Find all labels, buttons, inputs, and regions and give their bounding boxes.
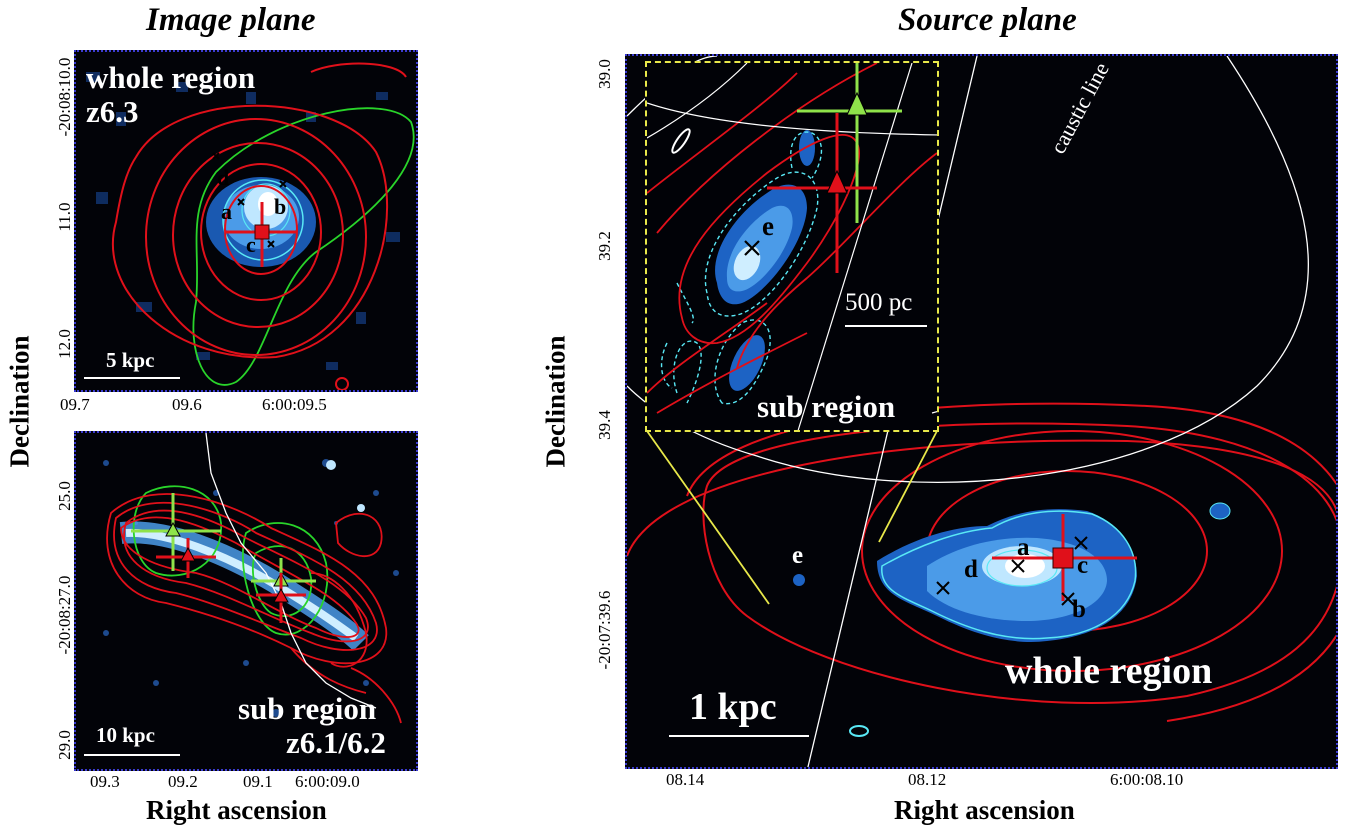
bl-xtick-3: 6:00:09.0 [295, 772, 360, 791]
panel-source-plane: caustic line whole region 1 kpc e a c b … [625, 54, 1338, 769]
scale-bar-label: 10 kpc [96, 723, 155, 747]
red-square-marker [254, 224, 270, 240]
tl-xtick-2: 6:00:09.5 [262, 395, 327, 414]
source-plane-title: Source plane [898, 2, 1077, 38]
whole-region-image-plot [84, 62, 415, 390]
tl-ytick-2: 12.0 [55, 329, 74, 359]
r-ytick-1: 39.2 [595, 231, 614, 261]
knot-label-b: b [274, 194, 287, 219]
knot-label-c: c [246, 232, 256, 257]
inset-knot-label-e: e [762, 211, 774, 241]
red-square-marker [1052, 547, 1074, 569]
bl-xtick-1: 09.2 [168, 772, 198, 791]
tl-ytick-1: 11.0 [55, 202, 74, 232]
r-xtick-0: 08.14 [666, 770, 705, 789]
sub-redshift-label: z6.1/6.2 [286, 725, 386, 760]
tl-ytick-0: -20:08:10.0 [55, 57, 74, 137]
knot-label-c: c [1077, 552, 1089, 579]
inset-sub-region-label: sub region [757, 389, 896, 424]
sub-region-inset: e 500 pc sub region [645, 61, 939, 432]
whole-region-label: whole region [1005, 650, 1213, 692]
knot-label-d: d [217, 165, 230, 190]
bl-ytick-2: 29.0 [55, 730, 74, 760]
redshift-label: z6.3 [86, 94, 139, 129]
sub-region-image-plot [84, 433, 402, 756]
whole-region-label: whole region [86, 60, 256, 95]
knot-label-a: a [1017, 534, 1030, 561]
bl-ytick-0: 25.0 [55, 481, 74, 511]
r-xtick-1: 08.12 [908, 770, 947, 789]
knot-label-b: b [1072, 596, 1086, 623]
knot-label-e: e [792, 542, 804, 569]
r-ytick-3: -20:07:39.6 [595, 590, 614, 670]
right-right-ascension-label: Right ascension [894, 795, 1075, 825]
sub-region-label: sub region [238, 691, 377, 726]
panel-whole-region-image: whole region z6.3 d a b c 5 kpc [74, 50, 418, 392]
scale-bar-label: 5 kpc [106, 348, 155, 372]
right-declination-label: Declination [540, 335, 571, 468]
bl-xtick-0: 09.3 [90, 772, 120, 791]
r-xtick-2: 6:00:08.10 [1110, 770, 1184, 789]
tl-xtick-0: 09.7 [60, 395, 90, 414]
r-ytick-0: 39.0 [595, 59, 614, 89]
bl-ytick-1: -20:08:27.0 [55, 575, 74, 655]
panel-sub-region-image: sub region z6.1/6.2 10 kpc [74, 431, 418, 771]
scale-bar-label: 1 kpc [689, 686, 777, 728]
left-right-ascension-label: Right ascension [146, 795, 327, 825]
image-plane-title: Image plane [146, 2, 316, 38]
left-declination-label: Declination [4, 335, 35, 468]
sub-region-inset-plot [647, 63, 937, 430]
tl-xtick-1: 09.6 [172, 395, 202, 414]
inset-scale-label: 500 pc [845, 289, 913, 316]
knot-label-d: d [964, 556, 978, 583]
knot-label-a: a [221, 199, 232, 224]
source-plane-plot [627, 56, 1336, 767]
bl-xtick-2: 09.1 [243, 772, 273, 791]
r-ytick-2: 39.4 [595, 410, 614, 440]
